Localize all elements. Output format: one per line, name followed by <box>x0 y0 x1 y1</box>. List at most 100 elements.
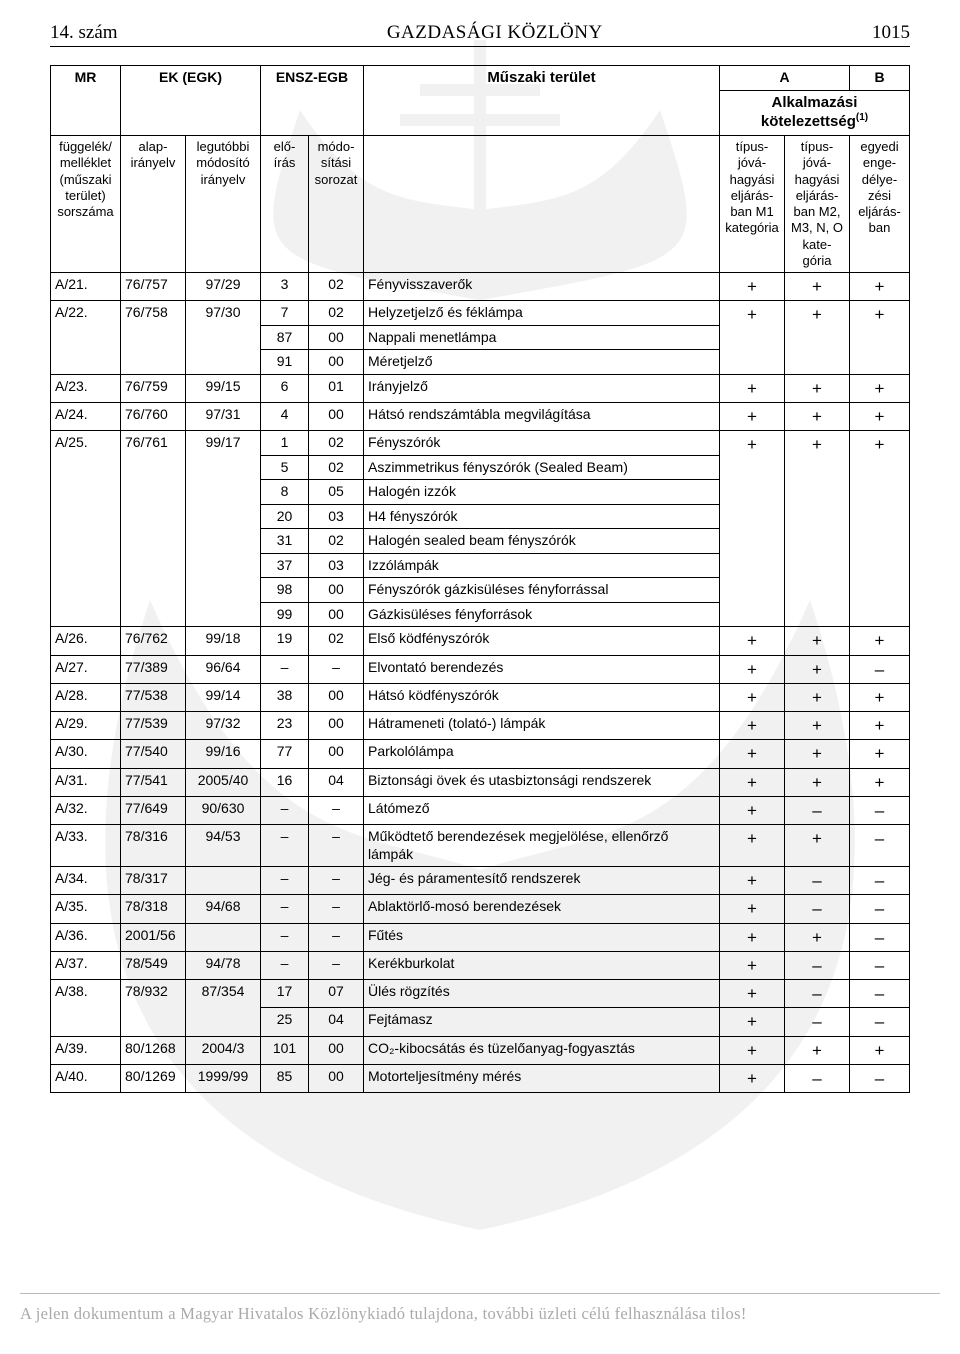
cell: 31 <box>261 529 309 554</box>
cell: + <box>720 374 785 402</box>
cell: A/36. <box>51 923 121 951</box>
cell: – <box>309 895 364 923</box>
cell: CO₂-kibocsátás és tüzelőanyag-fogyasztás <box>364 1036 720 1064</box>
cell: – <box>850 825 910 867</box>
cell: 00 <box>309 1064 364 1092</box>
cell: + <box>850 768 910 796</box>
cell: Fényszórók <box>364 431 720 456</box>
cell: Méretjelző <box>364 350 720 375</box>
cell: 7 <box>261 301 309 326</box>
table-row: A/32.77/64990/630––Látómező+–– <box>51 796 910 824</box>
cell: Hátrameneti (tolató-) lámpák <box>364 712 720 740</box>
table-row: A/25.76/76199/17102Fényszórók+++ <box>51 431 910 456</box>
cell: 02 <box>309 431 364 456</box>
cell: + <box>720 655 785 683</box>
cell: 76/758 <box>121 301 186 375</box>
cell: 97/30 <box>186 301 261 375</box>
cell: 87/354 <box>186 980 261 1037</box>
cell: + <box>785 712 850 740</box>
sub-h3: elő-írás <box>261 136 309 273</box>
cell: 76/760 <box>121 403 186 431</box>
cell: 99/16 <box>186 740 261 768</box>
cell: + <box>720 980 785 1008</box>
cell: Jég- és páramentesítő rendszerek <box>364 867 720 895</box>
cell: A/30. <box>51 740 121 768</box>
sub-h0: függelék/ melléklet (műszaki terület) so… <box>51 136 121 273</box>
cell: 97/29 <box>186 273 261 301</box>
cell: – <box>261 951 309 979</box>
cell: – <box>850 1064 910 1092</box>
cell: 77/389 <box>121 655 186 683</box>
table-row: A/33.78/31694/53––Működtető berendezések… <box>51 825 910 867</box>
cell: A/29. <box>51 712 121 740</box>
cell: – <box>785 796 850 824</box>
cell: – <box>261 895 309 923</box>
table-row: A/30.77/54099/167700Parkolólámpa+++ <box>51 740 910 768</box>
sub-h7: típus-jóvá-hagyási eljárás-ban M2, M3, N… <box>785 136 850 273</box>
cell: Fényszórók gázkisüléses fényforrással <box>364 578 720 603</box>
cell: Halogén sealed beam fényszórók <box>364 529 720 554</box>
table-row: A/24.76/76097/31400Hátsó rendszámtábla m… <box>51 403 910 431</box>
cell: – <box>850 655 910 683</box>
cell: 94/53 <box>186 825 261 867</box>
cell: 00 <box>309 683 364 711</box>
cell: A/32. <box>51 796 121 824</box>
cell: + <box>720 683 785 711</box>
cell: 38 <box>261 683 309 711</box>
cell: Hátsó ködfényszórók <box>364 683 720 711</box>
cell: 04 <box>309 1008 364 1036</box>
cell: A/31. <box>51 768 121 796</box>
cell: 77 <box>261 740 309 768</box>
table-row: A/39.80/12682004/310100CO₂-kibocsátás és… <box>51 1036 910 1064</box>
cell: A/27. <box>51 655 121 683</box>
table-row: A/21.76/75797/29302Fényvisszaverők+++ <box>51 273 910 301</box>
cell: Fejtámasz <box>364 1008 720 1036</box>
cell: Izzólámpák <box>364 553 720 578</box>
cell: 97/32 <box>186 712 261 740</box>
table-row: A/29.77/53997/322300Hátrameneti (tolató-… <box>51 712 910 740</box>
cell: Irányjelző <box>364 374 720 402</box>
cell: 25 <box>261 1008 309 1036</box>
cell: 3 <box>261 273 309 301</box>
cell: Nappali menetlámpa <box>364 325 720 350</box>
cell: – <box>850 796 910 824</box>
table-row: A/22.76/75897/30702Helyzetjelző és féklá… <box>51 301 910 326</box>
cell: 80/1269 <box>121 1064 186 1092</box>
cell: – <box>850 951 910 979</box>
cell: Biztonsági övek és utasbiztonsági rendsz… <box>364 768 720 796</box>
cell: 00 <box>309 578 364 603</box>
cell: + <box>720 627 785 655</box>
cell: – <box>309 951 364 979</box>
cell: + <box>720 951 785 979</box>
cell: + <box>720 431 785 627</box>
cell: 02 <box>309 627 364 655</box>
cell: 96/64 <box>186 655 261 683</box>
cell: + <box>720 923 785 951</box>
sub-h2: legutóbbi módosító irányelv <box>186 136 261 273</box>
cell: Hátsó rendszámtábla megvilágítása <box>364 403 720 431</box>
sub-h5 <box>364 136 720 273</box>
cell: 99/14 <box>186 683 261 711</box>
cell: Gázkisüléses fényforrások <box>364 602 720 627</box>
footer-note: A jelen dokumentum a Magyar Hivatalos Kö… <box>20 1293 940 1324</box>
cell: – <box>785 980 850 1008</box>
table-row: A/28.77/53899/143800Hátsó ködfényszórók+… <box>51 683 910 711</box>
cell: 01 <box>309 374 364 402</box>
cell: 97/31 <box>186 403 261 431</box>
cell: A/38. <box>51 980 121 1037</box>
table-row: A/38.78/93287/3541707Ülés rögzítés+–– <box>51 980 910 1008</box>
cell: + <box>785 825 850 867</box>
cell: 00 <box>309 325 364 350</box>
cell: 76/759 <box>121 374 186 402</box>
table-row: A/31.77/5412005/401604Biztonsági övek és… <box>51 768 910 796</box>
table-row: A/35.78/31894/68––Ablaktörlő-mosó berend… <box>51 895 910 923</box>
cell: – <box>785 1008 850 1036</box>
cell: 00 <box>309 740 364 768</box>
cell: H4 fényszórók <box>364 504 720 529</box>
cell: 98 <box>261 578 309 603</box>
cell: Elvontató berendezés <box>364 655 720 683</box>
cell: A/37. <box>51 951 121 979</box>
cell: 6 <box>261 374 309 402</box>
cell: + <box>785 403 850 431</box>
sub-h4: módo-sítási sorozat <box>309 136 364 273</box>
